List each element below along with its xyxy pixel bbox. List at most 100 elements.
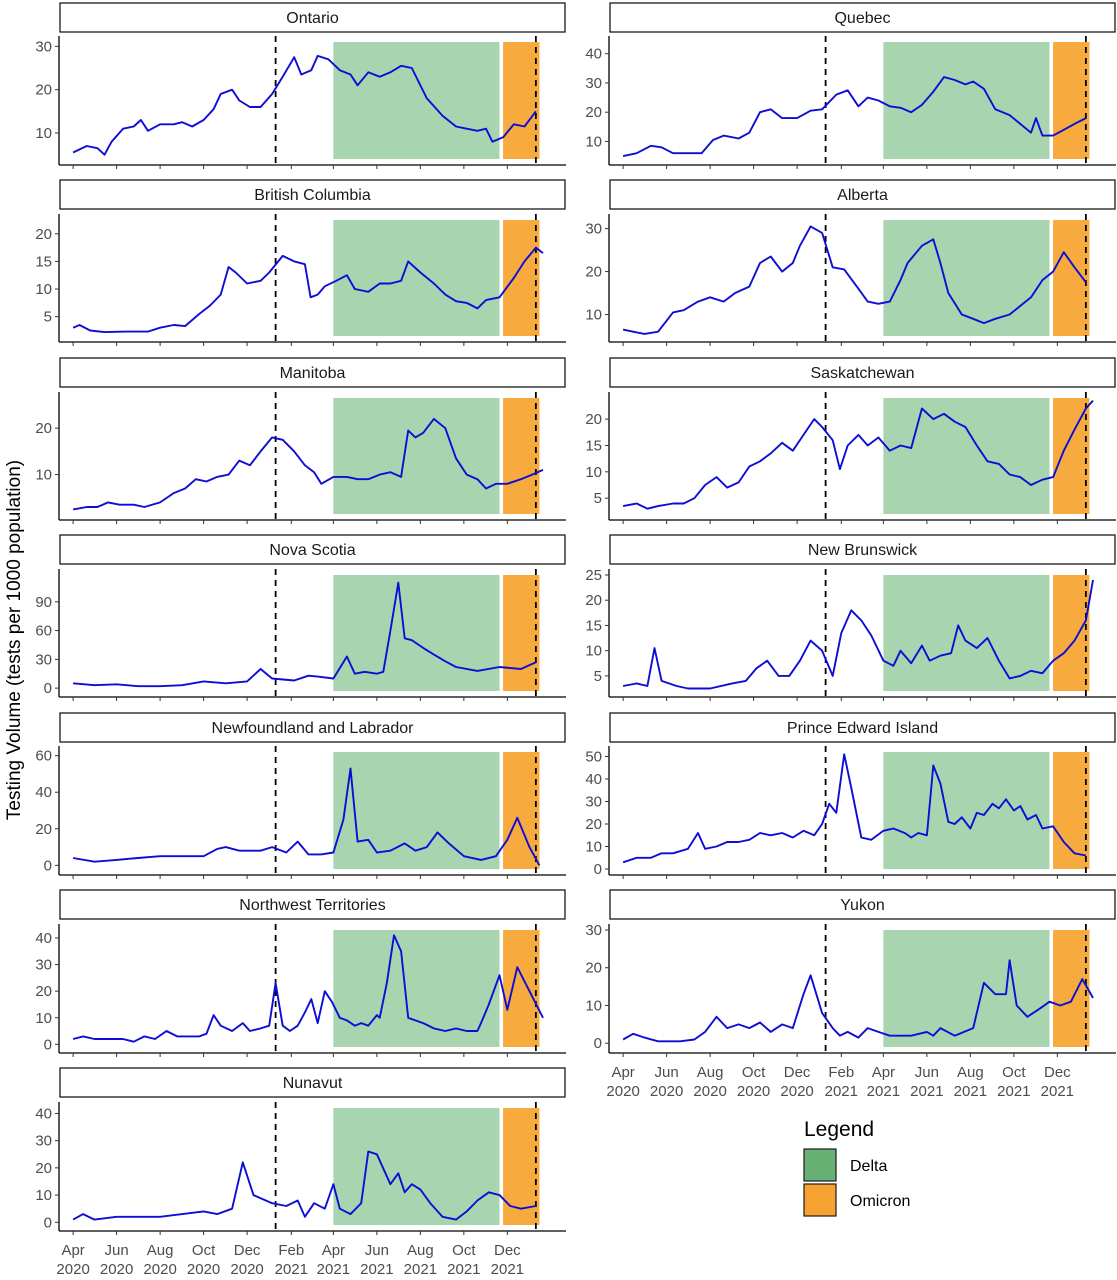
- period-band-delta: [883, 220, 1050, 336]
- x-tick-label-month: Feb: [278, 1242, 304, 1259]
- panel-strip: [59, 712, 566, 743]
- legend-items: Delta Omicron: [803, 1148, 910, 1217]
- x-tick-label-year: 2020: [780, 1083, 813, 1100]
- panel-title: Ontario: [286, 10, 339, 27]
- period-band-omicron: [1053, 752, 1090, 869]
- period-band-omicron: [503, 752, 540, 869]
- period-band-omicron: [1053, 220, 1090, 336]
- panel-title: Newfoundland and Labrador: [212, 720, 415, 737]
- panel-title: Saskatchewan: [810, 365, 914, 382]
- series-line: [72, 767, 541, 866]
- x-tick-label-year: 2021: [317, 1261, 350, 1278]
- legend-title: Legend: [804, 1118, 874, 1141]
- period-band-omicron: [503, 930, 540, 1047]
- x-tick-label-year: 2020: [230, 1261, 263, 1278]
- y-tick-label: 40: [35, 930, 52, 947]
- y-tick-label: 90: [35, 594, 52, 611]
- y-tick-label: 20: [35, 226, 52, 243]
- series-line: [72, 1150, 537, 1221]
- y-tick-label: 20: [585, 411, 602, 428]
- y-tick-label: 5: [44, 309, 52, 326]
- y-tick-label: 20: [35, 420, 52, 437]
- panel-title: Manitoba: [280, 365, 346, 382]
- y-tick-label: 15: [585, 437, 602, 454]
- x-tick-label-month: Apr: [611, 1064, 634, 1081]
- x-tick-label-month: Dec: [1044, 1064, 1071, 1081]
- period-band-omicron: [503, 1108, 540, 1225]
- x-tick-label-month: Jun: [655, 1064, 679, 1081]
- y-tick-label: 30: [35, 651, 52, 668]
- x-tick-label-year: 2020: [100, 1261, 133, 1278]
- panel-title: Nova Scotia: [269, 542, 355, 559]
- period-band-delta: [883, 42, 1050, 159]
- y-tick-label: 15: [585, 617, 602, 634]
- panel-title: British Columbia: [254, 187, 371, 204]
- panel: Newfoundland and Labrador 0 20 40 60: [35, 712, 566, 879]
- x-tick-label-year: 2021: [1041, 1083, 1074, 1100]
- legend-swatch-omicron: [803, 1183, 837, 1217]
- x-tick-label-year: 2021: [910, 1083, 943, 1100]
- y-tick-label: 40: [585, 771, 602, 788]
- y-tick-label: 30: [585, 922, 602, 939]
- period-band-delta: [333, 930, 500, 1047]
- panel-strip: [609, 2, 1116, 33]
- legend-swatch-delta: [803, 1148, 837, 1182]
- x-tick-label-year: 2021: [867, 1083, 900, 1100]
- panel: Northwest Territories 0 10 20 30 40: [35, 889, 566, 1057]
- series-line: [622, 579, 1094, 690]
- period-band-omicron: [503, 575, 540, 691]
- panel: Nova Scotia 0 30 60 90: [35, 534, 566, 701]
- period-band-omicron: [503, 220, 540, 336]
- panel: Prince Edward Island 0 10 20 30 40 50: [585, 712, 1116, 879]
- y-tick-label: 0: [44, 1036, 52, 1053]
- series-line: [73, 581, 537, 688]
- series-line: [622, 959, 1094, 1043]
- legend: Legend Delta Omicron: [803, 1118, 910, 1217]
- series-line: [72, 934, 544, 1043]
- series-line: [622, 225, 1087, 335]
- y-tick-label: 10: [585, 133, 602, 150]
- panel-title: Quebec: [834, 10, 890, 27]
- series-line: [72, 54, 537, 156]
- period-band-omicron: [503, 398, 540, 514]
- period-band-delta: [883, 575, 1050, 691]
- panel-strip: [609, 357, 1116, 388]
- period-band-omicron: [1053, 930, 1090, 1047]
- x-tick-label-month: Jun: [105, 1242, 129, 1259]
- y-tick-label: 60: [35, 623, 52, 640]
- y-tick-label: 20: [35, 1160, 52, 1177]
- x-tick-label-month: Feb: [828, 1064, 854, 1081]
- panel-title: New Brunswick: [808, 542, 918, 559]
- x-tick-label-month: Oct: [192, 1242, 216, 1259]
- y-tick-label: 30: [35, 1133, 52, 1150]
- x-tick-label-month: Apr: [872, 1064, 895, 1081]
- x-tick-label-year: 2021: [825, 1083, 858, 1100]
- series-line: [622, 76, 1087, 158]
- y-tick-label: 10: [585, 307, 602, 324]
- y-tick-label: 10: [35, 467, 52, 484]
- x-tick-label-month: Jun: [915, 1064, 939, 1081]
- panel-title: Prince Edward Island: [787, 720, 938, 737]
- y-tick-label: 0: [44, 857, 52, 874]
- y-tick-label: 15: [35, 253, 52, 270]
- series-line: [72, 417, 544, 511]
- y-tick-label: 10: [35, 125, 52, 142]
- period-band-omicron: [503, 42, 540, 159]
- x-tick-label-year: 2021: [275, 1261, 308, 1278]
- period-band-omicron: [1053, 398, 1090, 514]
- series-line: [622, 399, 1094, 510]
- y-tick-label: 50: [585, 749, 602, 766]
- y-tick-label: 20: [35, 983, 52, 1000]
- panel: Nunavut 0 10 20 30 40 Apr 2020 Jun 2020 Aug 2020 Oct…: [35, 1067, 566, 1278]
- period-band-delta: [883, 398, 1050, 514]
- x-tick-label-month: Oct: [742, 1064, 766, 1081]
- panel: New Brunswick 5 10 15 20 25: [585, 534, 1116, 701]
- panel-title: Nunavut: [283, 1075, 343, 1092]
- y-tick-label: 40: [35, 784, 52, 801]
- y-tick-label: 20: [585, 592, 602, 609]
- y-tick-label: 40: [35, 1105, 52, 1122]
- x-tick-label-month: Oct: [1002, 1064, 1026, 1081]
- panel: Saskatchewan 5 10 15 20: [585, 357, 1116, 524]
- period-band-delta: [883, 930, 1050, 1047]
